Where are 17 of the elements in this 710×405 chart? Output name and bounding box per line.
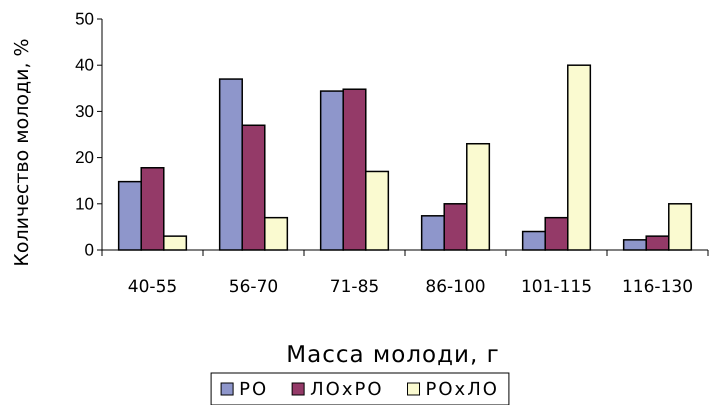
y-axis-title: Количество молоди, % (11, 38, 33, 267)
legend-label: РО (239, 379, 268, 400)
y-tick-label: 10 (75, 194, 94, 214)
y-tick-label: 40 (75, 56, 94, 75)
x-tick-label: 101-115 (520, 277, 592, 297)
x-tick-label: 116-130 (622, 277, 694, 297)
x-tick-label: 71-85 (330, 277, 380, 297)
y-tick-label: 0 (84, 240, 94, 260)
x-tick-label: 40-55 (128, 277, 178, 297)
legend-label: РОxЛО (426, 379, 499, 400)
x-axis-title: Масса молоди, г (286, 342, 500, 368)
y-tick-label: 50 (75, 9, 94, 28)
x-tick-label: 86-100 (425, 277, 486, 297)
x-tick-label: 56-70 (228, 277, 278, 297)
y-tick-label: 30 (75, 102, 94, 121)
y-tick-label: 20 (75, 148, 94, 168)
legend-label: ЛОxРО (310, 379, 384, 400)
